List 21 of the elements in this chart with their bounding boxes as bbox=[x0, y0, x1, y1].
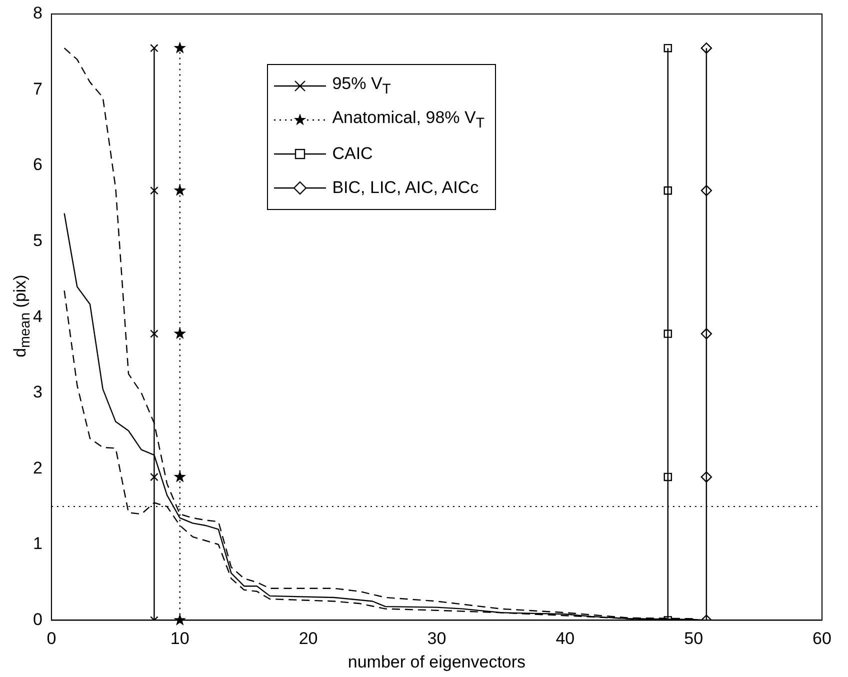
legend-label: CAIC bbox=[332, 144, 373, 164]
x-tick-label: 60 bbox=[812, 629, 832, 648]
y-tick-label: 3 bbox=[32, 382, 42, 402]
legend-label: BIC, LIC, AIC, AICc bbox=[332, 178, 479, 198]
legend-label: Anatomical, 98% V$_{T}$ bbox=[332, 108, 484, 132]
y-tick-label: 4 bbox=[32, 306, 42, 326]
x-axis-title: number of eigenvectors bbox=[348, 652, 526, 672]
x-tick-label: 30 bbox=[427, 629, 446, 648]
x-tick-label: 20 bbox=[298, 629, 318, 648]
x-tick-label: 50 bbox=[684, 629, 704, 648]
x-tick-label: 40 bbox=[556, 629, 575, 648]
x-tick-label: 10 bbox=[170, 629, 190, 648]
y-tick-label: 8 bbox=[32, 4, 42, 23]
x-tick-label: 0 bbox=[46, 629, 56, 648]
y-tick-label: 5 bbox=[32, 231, 42, 250]
y-tick-label: 1 bbox=[32, 534, 42, 554]
y-tick-label: 2 bbox=[32, 458, 42, 478]
legend-label: 95% V$_{T}$ bbox=[332, 74, 391, 98]
y-tick-label: 0 bbox=[32, 610, 42, 629]
y-tick-label: 6 bbox=[32, 155, 42, 174]
y-tick-label: 7 bbox=[32, 79, 42, 98]
